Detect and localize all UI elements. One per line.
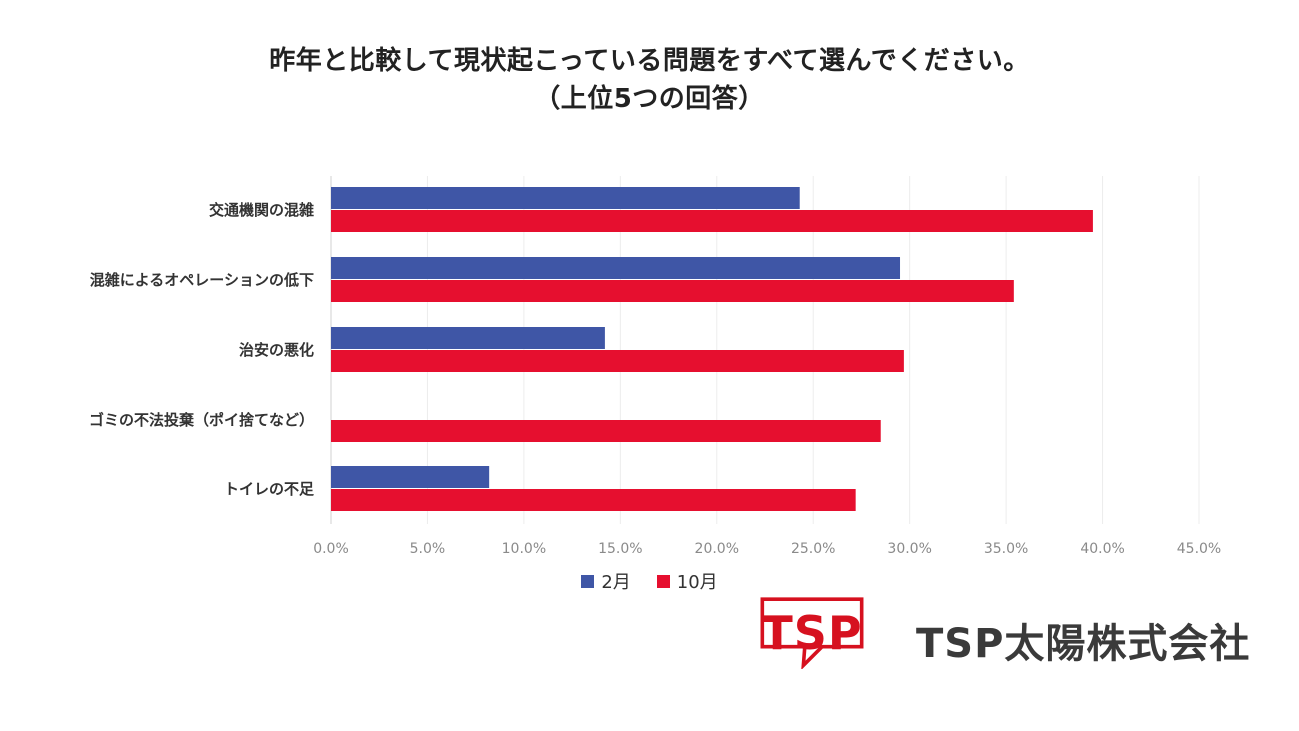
chart-title: 昨年と比較して現状起こっている問題をすべて選んでください。 （上位5つの回答）: [0, 42, 1299, 118]
x-tick-label: 30.0%: [887, 541, 931, 557]
x-tick-label: 5.0%: [410, 541, 446, 557]
x-tick-label: 45.0%: [1177, 541, 1221, 557]
category-label: 交通機関の混雑: [209, 201, 314, 219]
bar-feb: [331, 187, 800, 209]
legend-label-feb: 2月: [601, 572, 631, 593]
bar-feb: [331, 327, 605, 349]
x-axis-tick-labels: 0.0% 5.0% 10.0% 15.0% 20.0% 25.0% 30.0% 35.0% 40…: [313, 541, 1221, 557]
speech-bubble-logo-icon: [760, 597, 864, 669]
x-tick-label: 40.0%: [1080, 541, 1124, 557]
x-tick-label: 0.0%: [313, 541, 349, 557]
x-tick-label: 25.0%: [791, 541, 835, 557]
bar-oct: [331, 489, 856, 511]
x-tick-label: 15.0%: [598, 541, 642, 557]
chart-title-line1: 昨年と比較して現状起こっている問題をすべて選んでください。: [269, 46, 1030, 76]
legend-item-feb: 2月: [581, 568, 631, 594]
logo-mark-text: TSP: [761, 606, 863, 660]
chart-title-line2: （上位5つの回答）: [534, 84, 765, 114]
bar-feb: [331, 257, 901, 279]
bar-oct: [331, 420, 881, 442]
legend-item-oct: 10月: [656, 568, 718, 594]
chart-bars: [331, 187, 1093, 511]
legend-swatch-feb: [581, 574, 595, 588]
company-name: TSP太陽株式会社: [916, 621, 1251, 667]
bar-feb: [331, 466, 490, 488]
x-tick-label: 20.0%: [695, 541, 739, 557]
legend-label-oct: 10月: [676, 572, 718, 593]
x-tick-label: 35.0%: [984, 541, 1028, 557]
bar-oct: [331, 280, 1014, 302]
category-label: 治安の悪化: [239, 341, 314, 359]
company-logo: TSP TSP太陽株式会社: [740, 597, 1249, 707]
bar-oct: [331, 210, 1093, 232]
category-labels: 交通機関の混雑混雑によるオペレーションの低下治安の悪化ゴミの不法投棄（ポイ捨てな…: [89, 201, 315, 498]
chart-legend: 2月 10月: [0, 568, 1299, 594]
category-label: 混雑によるオペレーションの低下: [90, 271, 314, 289]
bar-oct: [331, 350, 904, 372]
category-label: ゴミの不法投棄（ポイ捨てなど）: [89, 411, 314, 429]
legend-swatch-oct: [656, 574, 670, 588]
category-label: トイレの不足: [224, 480, 315, 498]
x-tick-label: 10.0%: [502, 541, 546, 557]
